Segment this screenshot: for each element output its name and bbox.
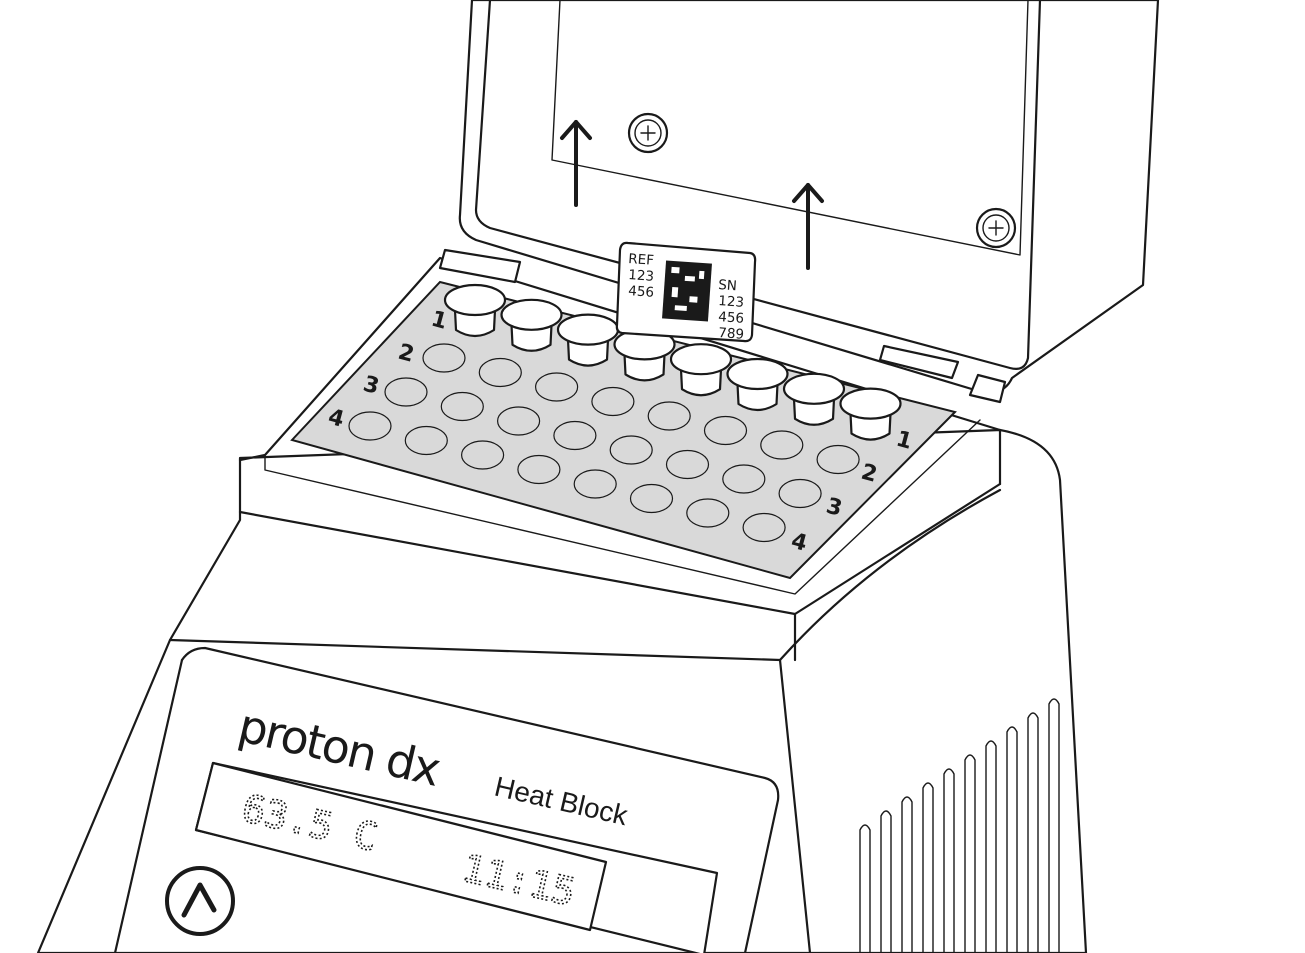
vent-slots bbox=[859, 698, 1060, 953]
well bbox=[461, 440, 505, 470]
row-label: 2 bbox=[858, 460, 879, 488]
tube bbox=[556, 313, 620, 367]
well bbox=[778, 478, 822, 509]
tube bbox=[726, 357, 789, 412]
well bbox=[440, 391, 484, 422]
row-label: 4 bbox=[788, 529, 809, 557]
arrow-up-icon bbox=[792, 183, 824, 270]
well bbox=[348, 411, 392, 441]
well bbox=[404, 425, 448, 456]
well bbox=[686, 498, 730, 528]
tube bbox=[839, 387, 902, 441]
well bbox=[478, 357, 522, 388]
arrow-up-icon bbox=[560, 120, 592, 207]
well bbox=[384, 377, 428, 407]
chevron-up-icon bbox=[181, 882, 217, 918]
vent-slot bbox=[1006, 726, 1018, 953]
row-label: 3 bbox=[823, 494, 844, 522]
screw-icon bbox=[627, 112, 669, 154]
tube bbox=[443, 283, 507, 338]
label-sn-line: 456 bbox=[718, 309, 745, 327]
screw-icon bbox=[975, 207, 1017, 249]
label-sn-line: 789 bbox=[718, 325, 745, 343]
tube bbox=[669, 343, 733, 397]
lcd-display: 63.5 C 11:15 bbox=[194, 761, 719, 953]
well bbox=[722, 464, 766, 494]
right-row-labels: 1 2 3 4 bbox=[788, 427, 914, 557]
tube bbox=[782, 372, 846, 426]
vent-slot bbox=[985, 740, 997, 953]
vent-slot bbox=[859, 824, 871, 953]
well bbox=[647, 401, 691, 431]
vent-slot bbox=[943, 768, 955, 953]
vent-slot bbox=[1027, 712, 1039, 953]
well bbox=[553, 420, 597, 451]
label-sn-line: 123 bbox=[718, 293, 745, 311]
row-label: 2 bbox=[395, 340, 416, 368]
vent-slot bbox=[1048, 698, 1060, 953]
row-label: 1 bbox=[428, 307, 449, 335]
well bbox=[816, 444, 860, 475]
tube bbox=[613, 328, 676, 382]
well bbox=[665, 449, 710, 480]
row-label: 1 bbox=[893, 427, 914, 455]
vent-slot bbox=[901, 796, 913, 953]
tube-strip bbox=[443, 283, 902, 441]
row-label: 4 bbox=[325, 405, 346, 433]
well bbox=[534, 372, 579, 402]
tube bbox=[500, 298, 563, 352]
data-matrix-icon bbox=[662, 260, 712, 322]
label-sn-title: SN bbox=[718, 277, 738, 294]
sample-label: REF 123 456 SN 123 456 789 bbox=[615, 241, 757, 343]
well bbox=[422, 343, 466, 373]
label-ref-line: 456 bbox=[628, 283, 655, 301]
well bbox=[742, 512, 786, 543]
row-label: 3 bbox=[360, 372, 381, 400]
front-panel bbox=[113, 646, 780, 953]
vent-slot bbox=[922, 782, 934, 953]
well-grid bbox=[348, 343, 860, 543]
well bbox=[573, 469, 617, 499]
well bbox=[629, 483, 674, 514]
vent-slot bbox=[880, 810, 892, 953]
vent-slot bbox=[964, 754, 976, 953]
label-ref-line: 123 bbox=[628, 267, 655, 285]
power-button[interactable] bbox=[165, 866, 235, 936]
well bbox=[609, 435, 653, 465]
label-ref-title: REF bbox=[628, 251, 655, 269]
left-row-labels: 1 2 3 4 bbox=[325, 307, 449, 433]
well bbox=[517, 454, 561, 485]
well bbox=[591, 386, 635, 417]
well bbox=[760, 430, 804, 460]
well bbox=[496, 406, 541, 436]
well bbox=[703, 415, 748, 446]
